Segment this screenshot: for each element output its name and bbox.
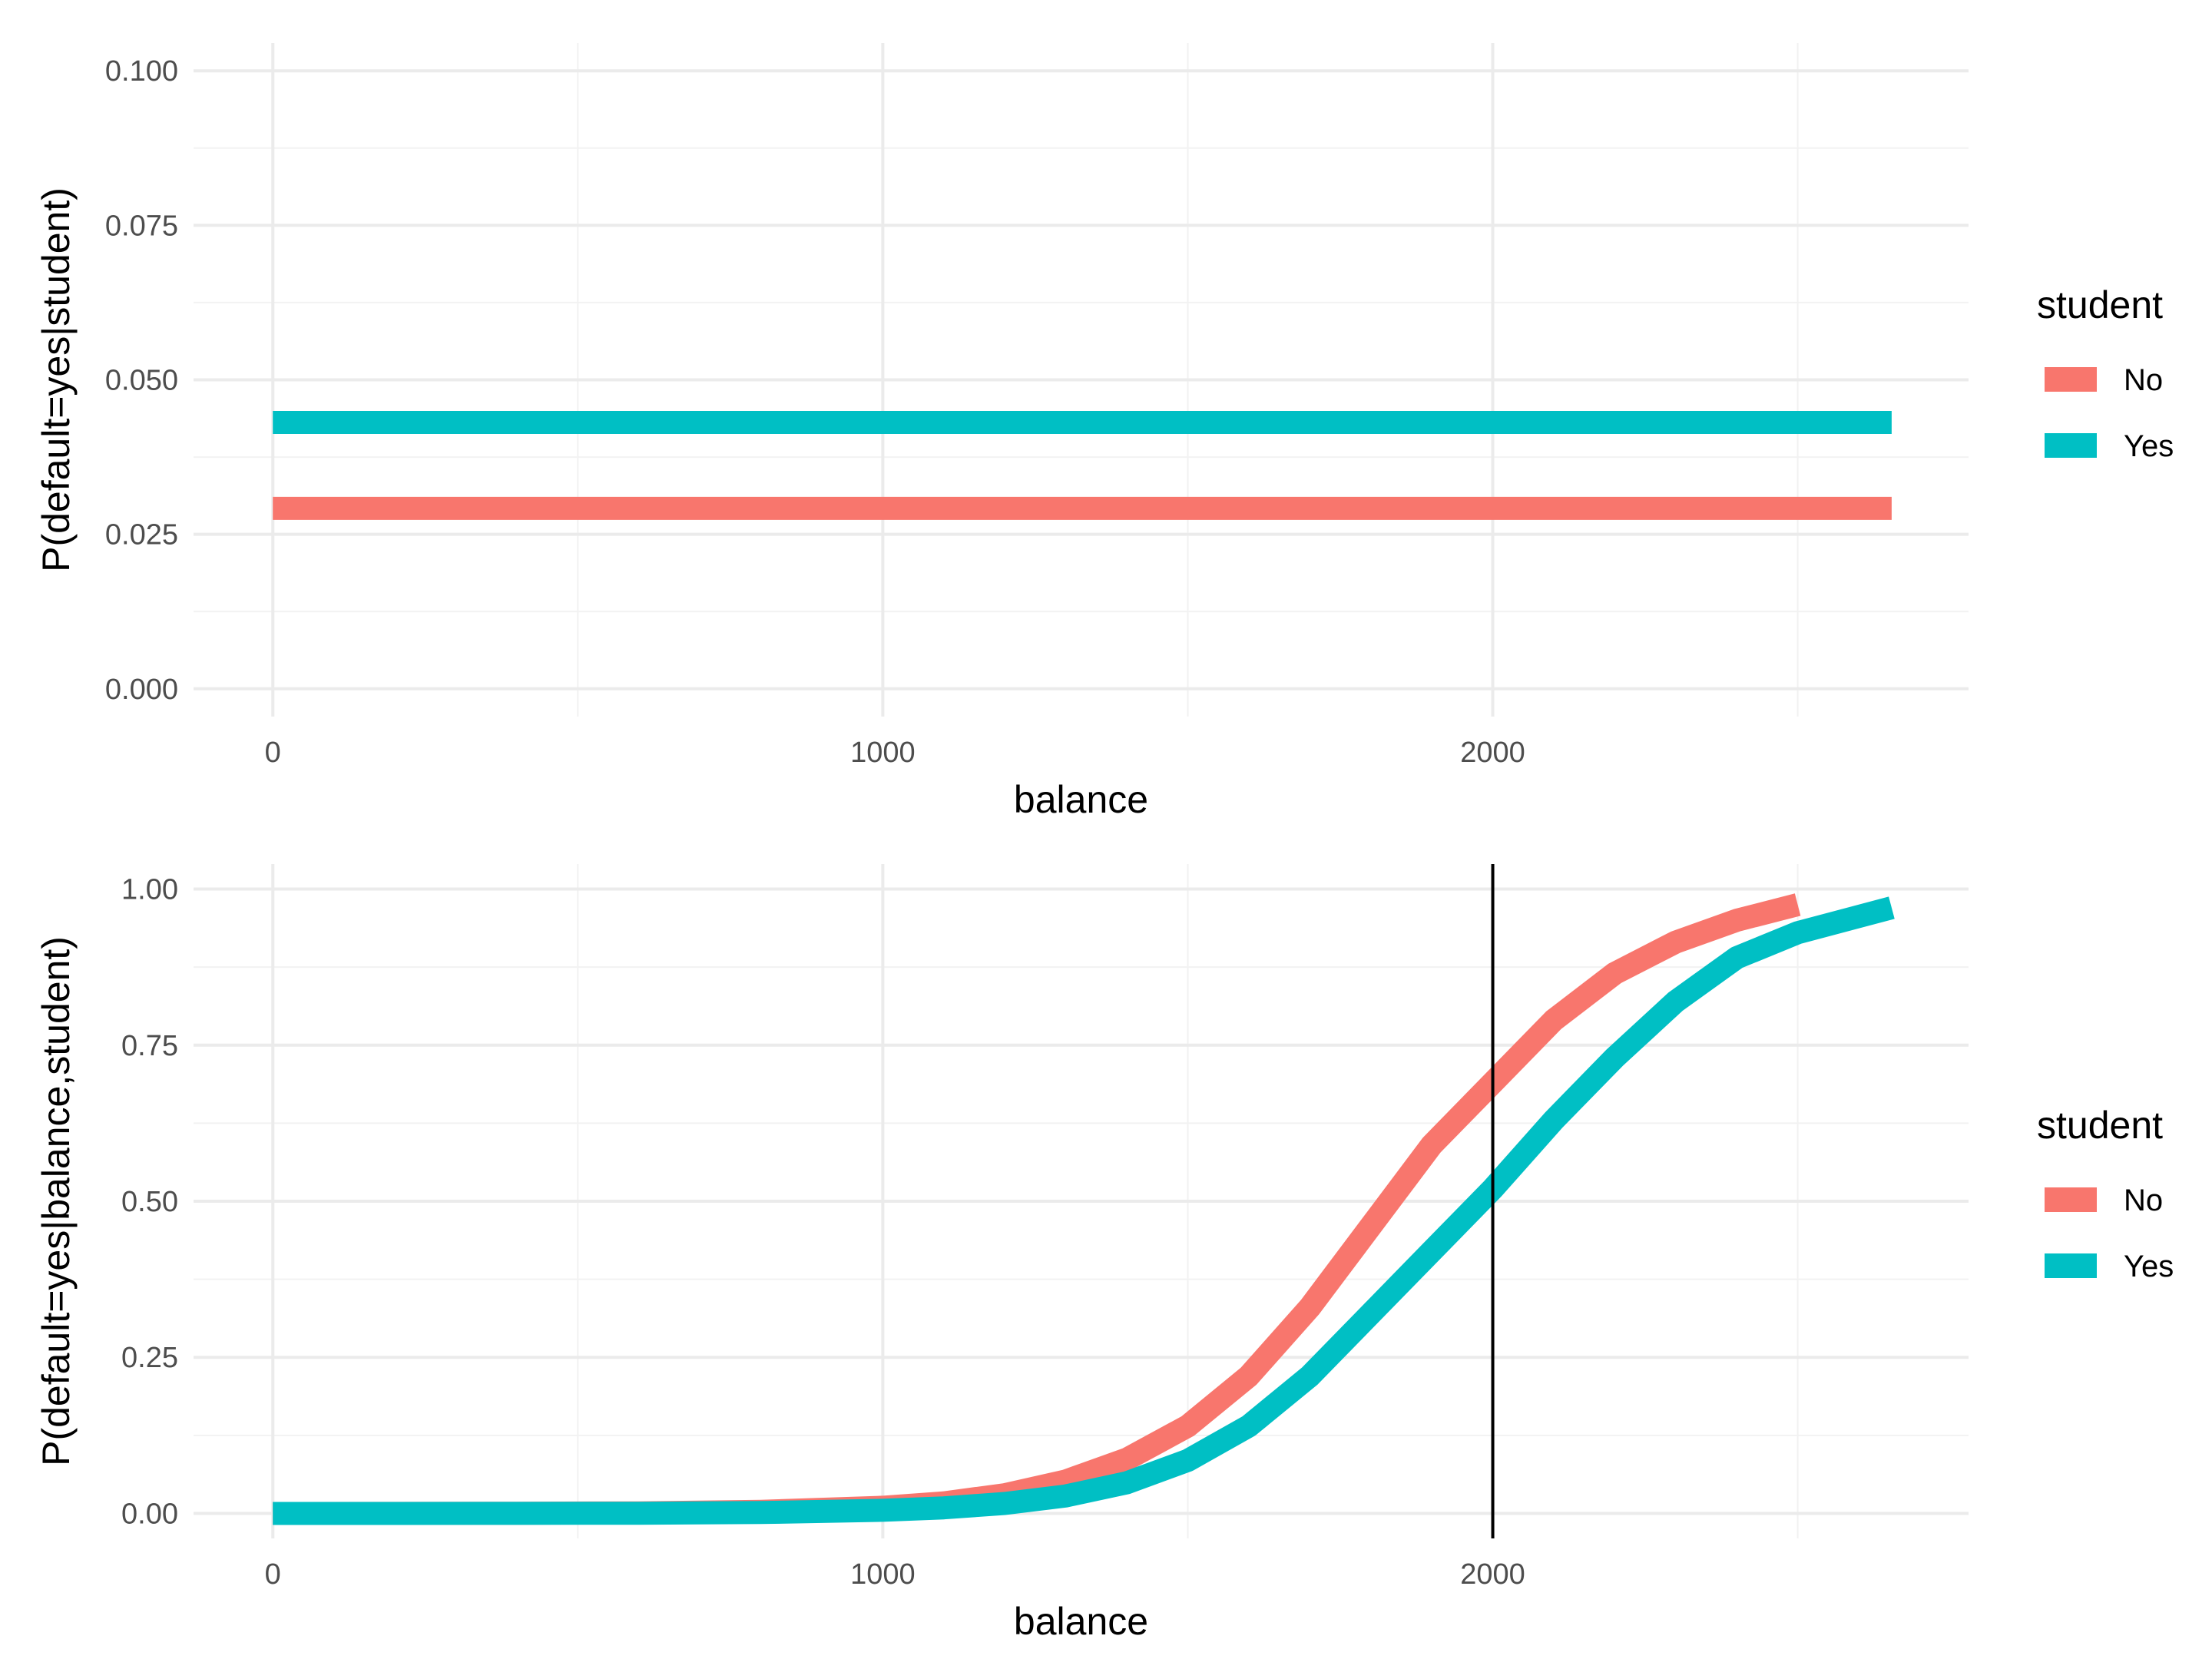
y-tick-label: 0.00 <box>121 1498 178 1530</box>
series-line-no <box>273 893 1801 1525</box>
legend-title: student <box>2037 283 2163 326</box>
y-tick-label: 0.050 <box>105 365 178 397</box>
chart-panel-2: 0 1000 2000 0.00 0.25 0.50 0.75 1.00 balance P(de… <box>35 864 2174 1643</box>
legend: student No Yes <box>2037 283 2174 463</box>
y-axis-title: P(default=yes|student) <box>35 187 78 572</box>
x-axis-title: balance <box>1014 1600 1148 1643</box>
y-tick-label: 1.00 <box>121 874 178 906</box>
legend-label-yes: Yes <box>2124 429 2174 463</box>
legend-key-yes <box>2045 433 2097 458</box>
legend-label-yes: Yes <box>2124 1250 2174 1283</box>
y-tick-label: 0.025 <box>105 519 178 551</box>
gridlines <box>194 43 1969 717</box>
y-tick-label: 0.075 <box>105 210 178 242</box>
legend-key-no <box>2045 367 2097 392</box>
legend: student No Yes <box>2037 1104 2174 1283</box>
legend-key-no <box>2045 1187 2097 1212</box>
y-tick-label: 0.25 <box>121 1342 178 1374</box>
x-tick-label: 1000 <box>850 737 916 769</box>
legend-label-no: No <box>2124 1184 2163 1217</box>
chart-panel-1: 0 1000 2000 0.000 0.025 0.050 0.075 0.100 balanc… <box>35 43 2174 821</box>
legend-title: student <box>2037 1104 2163 1147</box>
gridlines <box>194 864 1969 1538</box>
y-axis-title: P(default=yes|balance,student) <box>35 936 78 1466</box>
y-tick-label: 0.50 <box>121 1186 178 1218</box>
x-tick-label: 2000 <box>1460 737 1525 769</box>
y-tick-label: 0.000 <box>105 674 178 706</box>
y-tick-label: 0.100 <box>105 55 178 88</box>
x-axis-title: balance <box>1014 778 1148 821</box>
x-tick-label: 1000 <box>850 1558 916 1591</box>
x-tick-label: 2000 <box>1460 1558 1525 1591</box>
series-group <box>273 411 1892 520</box>
tick-labels: 0 1000 2000 0.00 0.25 0.50 0.75 1.00 <box>121 874 1525 1591</box>
x-tick-label: 0 <box>265 737 281 769</box>
series-line-yes <box>273 896 1895 1525</box>
x-tick-label: 0 <box>265 1558 281 1591</box>
series-group <box>273 893 1895 1525</box>
tick-labels: 0 1000 2000 0.000 0.025 0.050 0.075 0.100 <box>105 55 1525 769</box>
y-tick-label: 0.75 <box>121 1030 178 1062</box>
legend-key-yes <box>2045 1253 2097 1278</box>
legend-label-no: No <box>2124 363 2163 397</box>
